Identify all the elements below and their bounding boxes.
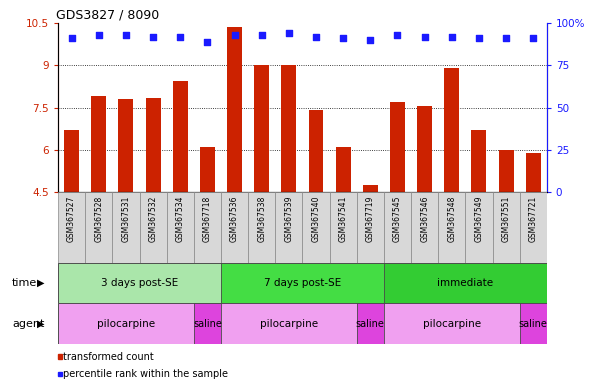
Bar [64,130,79,192]
Text: immediate: immediate [437,278,494,288]
Text: saline: saline [356,318,385,329]
Bar [444,68,459,192]
Bar [221,303,357,344]
Text: 7 days post-SE: 7 days post-SE [264,278,341,288]
Text: GSM367539: GSM367539 [284,195,293,242]
Bar [200,147,215,192]
Point [148,33,158,40]
Point [338,35,348,41]
Bar [520,303,547,344]
Bar [139,192,167,263]
Bar [309,110,323,192]
Text: pilocarpine: pilocarpine [423,318,481,329]
Point [284,30,294,36]
Bar [85,192,112,263]
Point [447,33,456,40]
Text: GSM367527: GSM367527 [67,195,76,242]
Bar [526,152,541,192]
Point [175,33,185,40]
Text: GSM367538: GSM367538 [257,195,266,242]
Bar [411,192,438,263]
Text: transformed count: transformed count [63,352,154,362]
Text: GDS3827 / 8090: GDS3827 / 8090 [56,9,159,22]
Bar [276,192,302,263]
Point [202,38,212,45]
Bar [472,130,486,192]
Bar [384,192,411,263]
Bar [466,192,492,263]
Point [257,32,266,38]
Bar [329,192,357,263]
Text: saline: saline [519,318,547,329]
Bar [390,102,405,192]
Text: percentile rank within the sample: percentile rank within the sample [63,369,228,379]
Text: ▶: ▶ [37,278,44,288]
Bar [520,192,547,263]
Bar [221,263,384,303]
Text: agent: agent [12,318,45,329]
Text: GSM367546: GSM367546 [420,195,429,242]
Bar [282,65,296,192]
Text: GSM367536: GSM367536 [230,195,239,242]
Point [94,32,104,38]
Bar [384,263,547,303]
Point [311,33,321,40]
Bar [499,150,514,192]
Bar [145,98,161,192]
Point [501,35,511,41]
Text: GSM367531: GSM367531 [122,195,130,242]
Bar [438,192,466,263]
Bar [58,263,221,303]
Text: GSM367548: GSM367548 [447,195,456,242]
Bar [167,192,194,263]
Text: pilocarpine: pilocarpine [97,318,155,329]
Point [121,32,131,38]
Bar [417,106,432,192]
Bar [335,147,351,192]
Text: GSM367721: GSM367721 [529,195,538,242]
Bar [91,96,106,192]
Bar [302,192,329,263]
Text: GSM367534: GSM367534 [176,195,185,242]
Text: ▶: ▶ [37,318,44,329]
Point [67,35,76,41]
Bar [357,192,384,263]
Bar [58,192,85,263]
Bar [194,192,221,263]
Text: GSM367545: GSM367545 [393,195,402,242]
Bar [227,27,242,192]
Point [365,37,375,43]
Point [393,32,403,38]
Bar [363,185,378,192]
Text: pilocarpine: pilocarpine [260,318,318,329]
Bar [248,192,276,263]
Text: GSM367549: GSM367549 [475,195,483,242]
Bar [58,303,194,344]
Bar [254,65,269,192]
Bar [112,192,139,263]
Point [474,35,484,41]
Bar [119,99,133,192]
Text: GSM367528: GSM367528 [94,195,103,242]
Text: GSM367551: GSM367551 [502,195,511,242]
Text: time: time [12,278,37,288]
Text: GSM367719: GSM367719 [366,195,375,242]
Text: GSM367541: GSM367541 [338,195,348,242]
Text: GSM367540: GSM367540 [312,195,321,242]
Bar [194,303,221,344]
Point [230,32,240,38]
Bar [221,192,248,263]
Text: GSM367532: GSM367532 [148,195,158,242]
Point [420,33,430,40]
Text: GSM367718: GSM367718 [203,195,212,242]
Bar [384,303,520,344]
Bar [357,303,384,344]
Point [529,35,538,41]
Text: saline: saline [193,318,222,329]
Text: 3 days post-SE: 3 days post-SE [101,278,178,288]
Bar [173,81,188,192]
Bar [492,192,520,263]
